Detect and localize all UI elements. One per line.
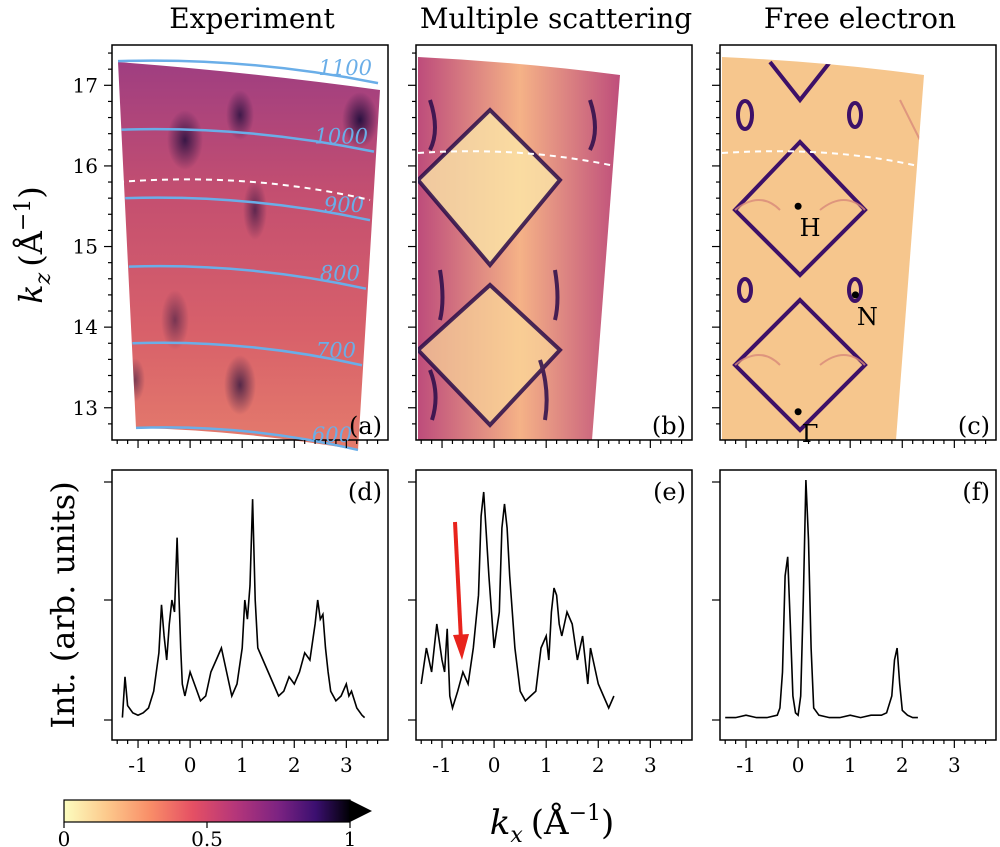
map-experiment <box>118 62 380 450</box>
ylabel-intensity: Int. (arb. units) <box>44 481 82 728</box>
x-tick-label: 3 <box>644 753 657 777</box>
symmetry-point <box>851 291 859 299</box>
kz-tick-label: 17 <box>73 73 98 97</box>
title-multiple-scattering: Multiple scattering <box>420 2 692 35</box>
colorbar-gradient <box>63 799 351 823</box>
panel-label-f: (f) <box>962 478 990 506</box>
energy-contour <box>128 264 367 290</box>
ylabel-kz-unit: (Å <box>12 230 50 266</box>
energy-contour <box>135 426 359 452</box>
energy-label: 600 <box>312 423 352 447</box>
panel-label-b: (b) <box>652 412 686 440</box>
panel-d-frame <box>111 469 389 741</box>
symmetry-point-label: N <box>857 303 878 331</box>
x-tick-label: 0 <box>488 753 501 777</box>
colorbar-extend-arrow <box>350 800 372 822</box>
kz-tick-label: 16 <box>73 154 98 178</box>
panel-f-frame <box>719 469 997 741</box>
x-tick-label: 3 <box>340 753 353 777</box>
x-tick-label: 2 <box>896 753 909 777</box>
energy-contour <box>125 196 371 222</box>
xlabel-kx-exp: −1 <box>569 801 601 826</box>
profile-line-2 <box>725 479 918 719</box>
panel-b-frame <box>415 44 693 441</box>
panel-a-frame <box>111 44 389 441</box>
symmetry-point-label: H <box>800 214 821 242</box>
map-free-electron <box>722 57 924 440</box>
ylabel-kz-exp: −1 <box>11 199 36 231</box>
profile-line-0 <box>121 499 366 719</box>
colorbar: 0 0.5 1 <box>58 799 372 847</box>
x-tick-label: 0 <box>184 753 197 777</box>
x-tick-label: -1 <box>128 753 147 777</box>
energy-contour <box>132 341 363 367</box>
energy-contour <box>121 127 375 153</box>
energy-label: 800 <box>320 262 360 286</box>
symmetry-point <box>794 408 802 416</box>
profile-line-1 <box>420 491 615 712</box>
xlabel-kx-close: ) <box>601 803 614 843</box>
panel-e-frame <box>415 469 693 741</box>
dashed-cut-c <box>721 150 919 167</box>
ylabel-kz: kz (Å−1) <box>11 186 56 304</box>
x-tick-label: 2 <box>288 753 301 777</box>
panel-label-d: (d) <box>348 478 382 506</box>
ylabel-kz-sub: z <box>31 272 56 285</box>
ylabel-kz-close: ) <box>12 186 50 198</box>
bz-diamond-upper <box>732 139 868 278</box>
dashed-cut-a <box>117 178 371 201</box>
x-tick-label: 1 <box>844 753 857 777</box>
panel-c-frame <box>719 44 997 441</box>
energy-label: 900 <box>324 193 364 217</box>
symmetry-point <box>794 202 802 210</box>
energy-label: 1000 <box>315 125 368 149</box>
colorbar-tick-label: 0 <box>58 827 71 847</box>
axes: -1 0 1 2 3 -1 0 1 2 3 -1 0 1 2 3 13 14 15 16 17 <box>73 52 987 777</box>
x-tick-label: 3 <box>948 753 961 777</box>
bz-diamond-lower <box>732 297 868 433</box>
energy-label: 1100 <box>319 56 372 80</box>
kz-tick-label: 15 <box>73 235 98 259</box>
map-multiple-scattering <box>418 57 620 440</box>
x-tick-label: 1 <box>236 753 249 777</box>
title-experiment: Experiment <box>169 2 335 35</box>
energy-label: 700 <box>316 338 356 362</box>
kz-tick-label: 13 <box>73 396 98 420</box>
x-tick-label: 0 <box>792 753 805 777</box>
panel-label-a: (a) <box>349 412 382 440</box>
x-tick-label: -1 <box>432 753 451 777</box>
x-tick-label: 1 <box>540 753 553 777</box>
dashed-cuts <box>117 150 919 201</box>
colorbar-tick-label: 1 <box>344 827 357 847</box>
xlabel-kx-main: k <box>490 803 511 843</box>
symmetry-point-label: Γ <box>802 420 819 448</box>
xlabel-kx: kx (Å−1) <box>490 801 615 847</box>
title-free-electron: Free electron <box>764 2 956 35</box>
x-tick-label: 2 <box>592 753 605 777</box>
kz-tick-label: 14 <box>73 315 98 339</box>
x-tick-label: -1 <box>736 753 755 777</box>
ylabel-kz-main: k <box>12 284 50 303</box>
red-arrow <box>453 521 469 660</box>
energy-contours: 1100 1000 900 800 700 600 <box>117 56 379 452</box>
xlabel-kx-sub: x <box>510 823 523 847</box>
panel-label-e: (e) <box>653 478 686 506</box>
colorbar-tick-label: 0.5 <box>191 827 223 847</box>
dashed-cut-b <box>417 150 616 167</box>
line-profiles <box>121 479 918 719</box>
symmetry-points: H N Γ <box>794 202 878 448</box>
energy-contour <box>117 59 379 85</box>
panel-label-c: (c) <box>958 412 990 440</box>
xlabel-kx-unit: (Å <box>531 802 569 843</box>
